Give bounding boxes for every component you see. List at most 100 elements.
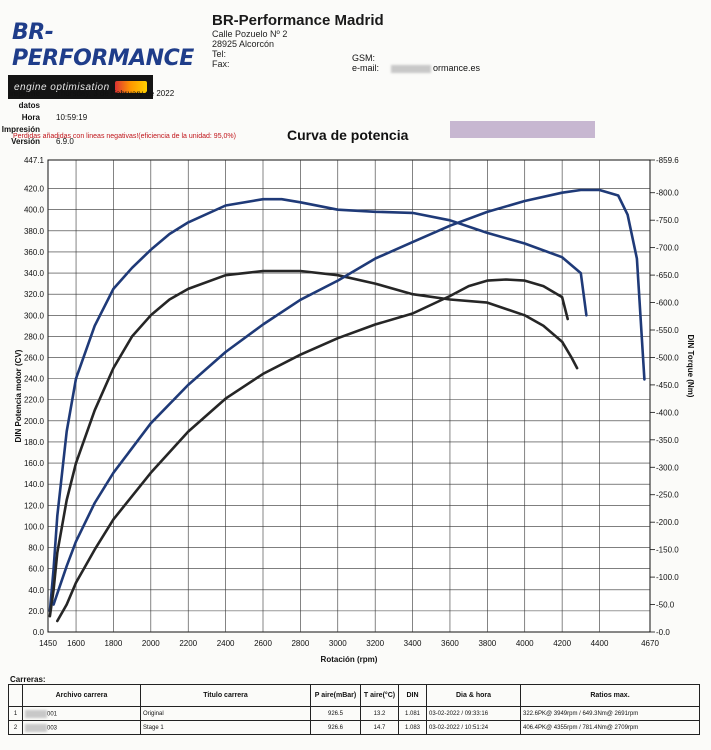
y-left-tick-label: 20.0 — [28, 607, 44, 616]
meta-row: Versión 6.9.0 — [11, 137, 74, 146]
y-left-tick-label: 300.0 — [24, 311, 45, 320]
y-right-tick-label: -100.0 — [656, 573, 679, 582]
col-ratios: Ratios max. — [520, 684, 700, 707]
x-tick-label: 4400 — [591, 639, 609, 648]
address-line-2: 28925 Alcorcón — [212, 39, 275, 49]
y-left-tick-label: 260.0 — [24, 354, 45, 363]
y-left-tick-label: 180.0 — [24, 438, 45, 447]
x-tick-label: 1600 — [67, 639, 85, 648]
y-right-tick-label: -550.0 — [656, 326, 679, 335]
col-pressure: P aire(mBar) — [310, 684, 361, 707]
y-right-tick-label: -859.6 — [656, 156, 679, 165]
y-right-tick-label: -500.0 — [656, 353, 679, 362]
series-line-torque-original — [56, 278, 569, 623]
x-tick-label: 2200 — [179, 639, 197, 648]
col-file: Archivo carrera — [22, 684, 141, 707]
email-value: ormance.es — [433, 63, 481, 73]
chart-title: Curva de potencia — [287, 127, 409, 143]
col-num — [8, 684, 23, 707]
y-left-tick-label: 120.0 — [24, 501, 45, 510]
y-right-tick-label: -250.0 — [656, 491, 679, 500]
logo-band: engine optimisation — [8, 75, 153, 99]
x-axis-label: Rotación (rpm) — [321, 655, 378, 664]
series-line-torque-stage-1 — [52, 188, 646, 606]
meta-row: Imprime datos Thursday, 3 de February de … — [8, 89, 175, 110]
y-left-tick-label: 400.0 — [24, 206, 45, 215]
y-left-tick-label: 340.0 — [24, 269, 45, 278]
email-label: e-mail: — [352, 63, 380, 73]
y-left-tick-label: 380.0 — [24, 227, 45, 236]
redacted-filename — [25, 709, 47, 718]
x-tick-label: 2400 — [217, 639, 235, 648]
y-left-tick-label: 280.0 — [24, 332, 45, 341]
y-right-tick-label: -150.0 — [656, 546, 679, 555]
y-left-tick-label: 200.0 — [24, 417, 45, 426]
series-line-power-original — [48, 269, 579, 618]
y-left-tick-label: 420.0 — [24, 185, 45, 194]
runs-table: Archivo carrera Titulo carrera P aire(mB… — [8, 684, 700, 735]
runs-header-row: Archivo carrera Titulo carrera P aire(mB… — [8, 684, 700, 707]
y-left-tick-label: 220.0 — [24, 396, 45, 405]
logo-subtitle: engine optimisation — [14, 81, 110, 93]
runs-title: Carreras: — [10, 675, 46, 684]
address-line-1: Calle Pozuelo Nº 2 — [212, 29, 288, 39]
y-left-tick-label: 447.1 — [24, 156, 45, 165]
y-left-tick-label: 0.0 — [33, 628, 45, 637]
redacted-filename — [25, 723, 47, 732]
col-date: Dia & hora — [426, 684, 521, 707]
x-tick-label: 3000 — [329, 639, 347, 648]
x-tick-label: 3400 — [404, 639, 422, 648]
contact-block: GSM: e-mail: ormance.es — [352, 53, 480, 73]
flame-icon — [115, 81, 147, 93]
print-metadata: Imprime datos Thursday, 3 de February de … — [0, 88, 174, 148]
y-left-tick-label: 240.0 — [24, 375, 45, 384]
gsm-label: GSM: — [352, 53, 376, 63]
title-band — [450, 121, 595, 138]
x-tick-label: 1800 — [105, 639, 123, 648]
col-title: Titulo carrera — [140, 684, 311, 707]
y-left-tick-label: 160.0 — [24, 459, 45, 468]
tel-label: Tel: — [212, 49, 227, 59]
y-right-tick-label: -0.0 — [656, 628, 670, 637]
y-right-tick-label: -300.0 — [656, 463, 679, 472]
y-right-tick-label: -600.0 — [656, 299, 679, 308]
x-tick-label: 2000 — [142, 639, 160, 648]
redacted-email — [390, 64, 431, 73]
y-right-tick-label: -650.0 — [656, 271, 679, 280]
y-left-tick-label: 360.0 — [24, 248, 45, 257]
x-tick-label: 3600 — [441, 639, 459, 648]
table-row: 1 001 Original 926.5 13.2 1.081 03-02-20… — [8, 706, 700, 721]
y-left-tick-label: 320.0 — [24, 290, 45, 299]
x-tick-label: 4000 — [516, 639, 534, 648]
y-left-tick-label: 40.0 — [28, 586, 44, 595]
series-line-power-stage-1 — [48, 197, 588, 613]
y-right-tick-label: -400.0 — [656, 408, 679, 417]
fax-label: Fax: — [212, 59, 230, 69]
y-right-tick-label: -800.0 — [656, 189, 679, 198]
meta-row: Hora Impresión 10:59:19 — [1, 113, 88, 134]
y-left-tick-label: 60.0 — [28, 565, 44, 574]
company-name: BR-Performance Madrid — [212, 12, 384, 29]
y-right-tick-label: -750.0 — [656, 216, 679, 225]
y-right-tick-label: -200.0 — [656, 518, 679, 527]
col-temp: T aire(°C) — [360, 684, 399, 707]
dyno-chart: 0.0 20.0 40.0 60.0 80.0 100.0 120.0 140.0 160.0 1… — [14, 156, 695, 664]
company-block: BR-Performance Madrid Calle Pozuelo Nº 2… — [212, 12, 384, 69]
y-right-tick-label: -350.0 — [656, 436, 679, 445]
x-tick-label: 2600 — [254, 639, 272, 648]
loss-note: Perdidas añadidas con lineas negativas!(… — [13, 133, 236, 140]
y-left-axis-label: DIN Potencia motor (CV) — [14, 349, 23, 442]
y-left-tick-label: 140.0 — [24, 480, 45, 489]
y-right-tick-label: -50.0 — [656, 601, 675, 610]
y-left-tick-label: 100.0 — [24, 522, 45, 531]
x-tick-label: 2800 — [291, 639, 309, 648]
table-row: 2 003 Stage 1 926.6 14.7 1.083 03-02-202… — [8, 720, 700, 735]
plot-area — [47, 159, 651, 633]
x-tick-label: 4200 — [553, 639, 571, 648]
y-right-tick-label: -450.0 — [656, 381, 679, 390]
y-right-tick-label: -700.0 — [656, 244, 679, 253]
y-right-axis-label: DIN Torque (Nm) — [686, 335, 695, 398]
x-tick-label: 3200 — [366, 639, 384, 648]
x-tick-label: 1450 — [39, 639, 57, 648]
x-tick-label: 3800 — [478, 639, 496, 648]
